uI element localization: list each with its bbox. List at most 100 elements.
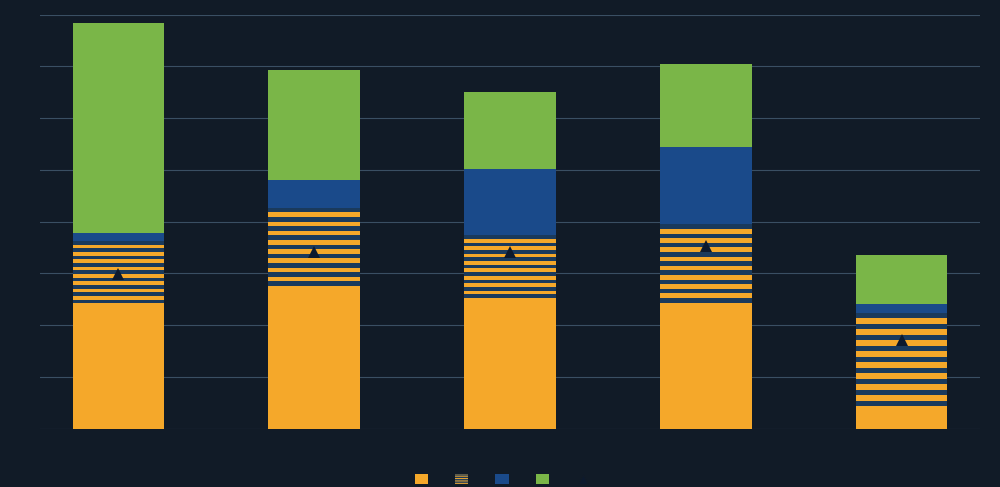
Bar: [464, 272, 556, 276]
Bar: [660, 307, 752, 429]
Bar: [660, 238, 752, 243]
Bar: [268, 226, 360, 231]
Bar: [660, 275, 752, 280]
Bar: [268, 249, 360, 254]
Bar: [268, 286, 360, 291]
Bar: [856, 401, 947, 407]
Bar: [73, 274, 164, 278]
Bar: [660, 298, 752, 302]
Bar: [268, 217, 360, 222]
Bar: [660, 229, 752, 234]
Bar: [268, 212, 360, 217]
Bar: [660, 261, 752, 266]
Bar: [268, 231, 360, 235]
Bar: [73, 278, 164, 281]
Bar: [856, 362, 947, 368]
Bar: [464, 301, 556, 429]
Bar: [464, 283, 556, 287]
Bar: [660, 234, 752, 238]
Bar: [464, 243, 556, 246]
Bar: [660, 266, 752, 270]
Bar: [268, 235, 360, 240]
Bar: [268, 267, 360, 272]
Bar: [268, 254, 360, 259]
Bar: [464, 92, 556, 169]
Bar: [464, 265, 556, 268]
Bar: [856, 368, 947, 374]
Bar: [73, 23, 164, 233]
Bar: [464, 169, 556, 235]
Bar: [660, 64, 752, 147]
Bar: [73, 270, 164, 274]
Bar: [268, 272, 360, 277]
Bar: [464, 280, 556, 283]
Bar: [660, 293, 752, 298]
Bar: [464, 276, 556, 280]
Bar: [464, 246, 556, 250]
Bar: [73, 244, 164, 248]
Bar: [268, 263, 360, 267]
Bar: [73, 248, 164, 252]
Bar: [73, 303, 164, 307]
Bar: [73, 307, 164, 429]
Bar: [856, 395, 947, 401]
Bar: [856, 340, 947, 346]
Bar: [464, 298, 556, 301]
Bar: [856, 390, 947, 395]
Bar: [660, 252, 752, 257]
Bar: [856, 329, 947, 335]
Bar: [464, 254, 556, 258]
Bar: [268, 277, 360, 281]
Bar: [660, 289, 752, 293]
Bar: [268, 240, 360, 244]
Bar: [856, 379, 947, 384]
Bar: [660, 270, 752, 275]
Bar: [73, 252, 164, 256]
Bar: [464, 239, 556, 243]
Bar: [464, 287, 556, 291]
Bar: [73, 289, 164, 292]
Bar: [660, 147, 752, 225]
Bar: [73, 296, 164, 300]
Bar: [268, 180, 360, 208]
Bar: [856, 304, 947, 313]
Bar: [73, 281, 164, 285]
Bar: [73, 259, 164, 263]
Legend:   ,   ,   ,   ,   : , , , ,: [415, 474, 605, 485]
Bar: [73, 233, 164, 241]
Bar: [268, 291, 360, 429]
Bar: [268, 70, 360, 180]
Bar: [73, 267, 164, 270]
Bar: [464, 268, 556, 272]
Bar: [73, 292, 164, 296]
Bar: [464, 294, 556, 298]
Bar: [73, 241, 164, 244]
Bar: [856, 412, 947, 429]
Bar: [268, 281, 360, 286]
Bar: [856, 407, 947, 412]
Bar: [856, 374, 947, 379]
Bar: [856, 313, 947, 318]
Bar: [464, 261, 556, 265]
Bar: [660, 280, 752, 284]
Bar: [73, 263, 164, 267]
Bar: [268, 244, 360, 249]
Bar: [464, 250, 556, 254]
Bar: [464, 235, 556, 239]
Bar: [73, 285, 164, 289]
Bar: [660, 247, 752, 252]
Bar: [660, 302, 752, 307]
Bar: [73, 256, 164, 259]
Bar: [856, 346, 947, 351]
Bar: [73, 300, 164, 303]
Bar: [268, 208, 360, 212]
Bar: [856, 255, 947, 304]
Bar: [660, 225, 752, 229]
Bar: [268, 259, 360, 263]
Bar: [856, 324, 947, 329]
Bar: [856, 384, 947, 390]
Bar: [268, 222, 360, 226]
Bar: [856, 351, 947, 357]
Bar: [856, 357, 947, 362]
Bar: [464, 291, 556, 294]
